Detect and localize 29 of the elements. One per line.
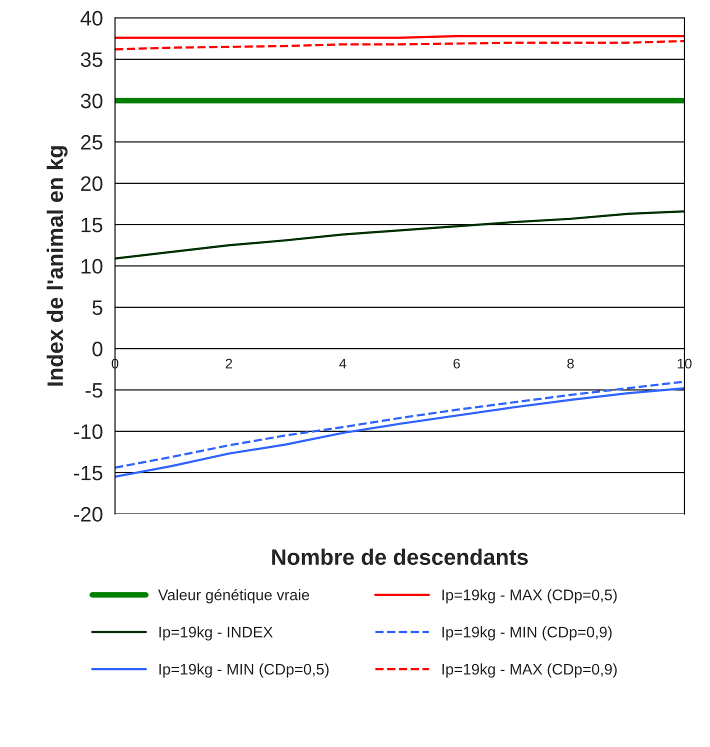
legend-label: Ip=19kg - MAX (CDp=0,5)	[442, 589, 617, 604]
legend-label: Ip=19kg - INDEX	[159, 626, 273, 641]
x-axis-title: Nombre de descendants	[272, 548, 528, 565]
x-tick-label: 2	[226, 358, 232, 368]
line-series	[115, 210, 684, 260]
y-tick-label: 35	[80, 52, 102, 68]
y-tick-label: 10	[82, 258, 102, 274]
y-tick-label: 40	[80, 10, 102, 26]
x-tick-label: 6	[454, 358, 460, 369]
y-axis-title: Index de l'animal en kg	[46, 146, 68, 386]
x-tick-label: 4	[339, 358, 346, 368]
line-series	[115, 40, 684, 50]
y-tick-label: -20	[74, 506, 102, 522]
y-tick-label: 20	[81, 176, 102, 192]
y-tick-label: -15	[74, 466, 102, 480]
y-tick-label: 0	[92, 342, 102, 356]
y-tick-label: 30	[80, 94, 102, 108]
y-tick-label: -5	[86, 383, 102, 398]
legend-label: Valeur génétique vraie	[158, 588, 310, 604]
legend-label: Ip=19kg - MIN (CDp=0,9)	[442, 626, 612, 641]
y-tick-label: 25	[81, 134, 102, 150]
legend-label: Ip=19kg - MIN (CDp=0,5)	[159, 663, 329, 678]
y-tick-label: -10	[74, 424, 102, 440]
x-tick-label: 8	[567, 358, 574, 369]
y-tick-label: 5	[92, 300, 102, 316]
line-series	[115, 387, 684, 478]
line-series	[115, 380, 684, 469]
legend-label: Ip=19kg - MAX (CDp=0,9)	[442, 663, 617, 678]
y-tick-label: 15	[82, 218, 102, 232]
